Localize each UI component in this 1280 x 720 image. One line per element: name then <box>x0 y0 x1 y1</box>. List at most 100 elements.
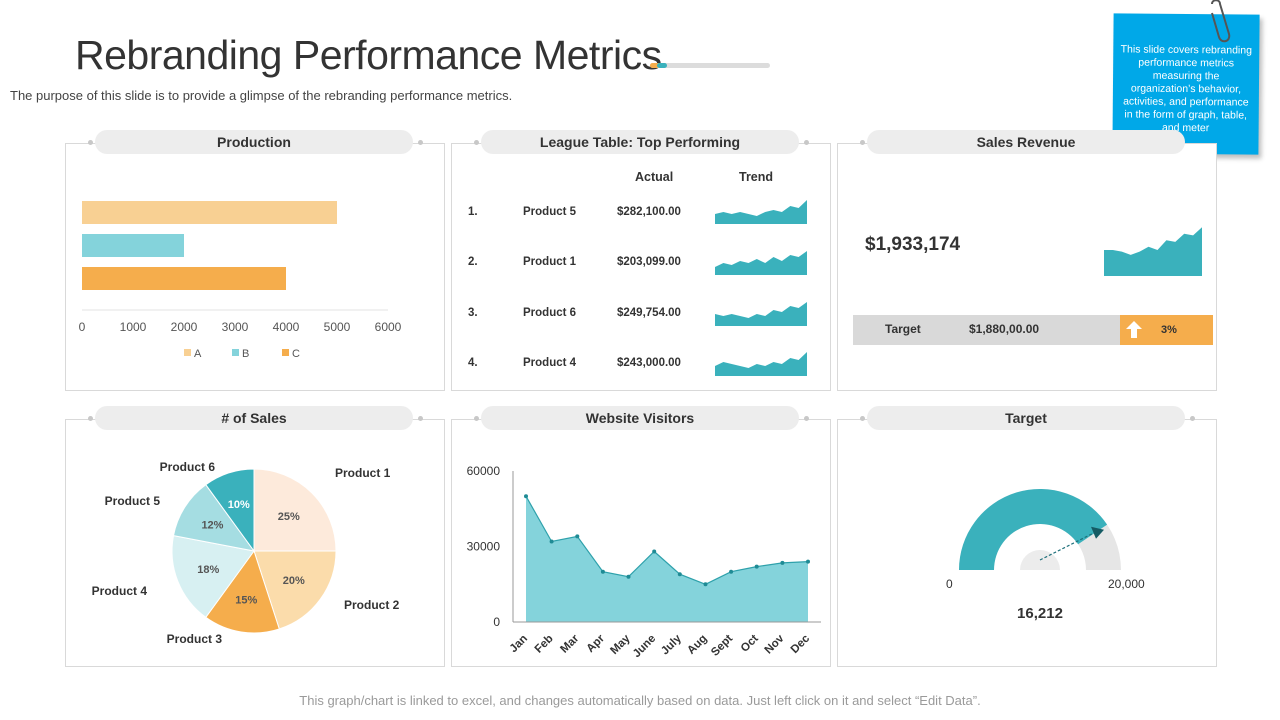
panel-dot <box>804 416 809 421</box>
target-label: Target <box>885 322 921 336</box>
slice-value-label: 20% <box>283 575 305 587</box>
slice-value-label: 25% <box>278 511 300 523</box>
panel-dot <box>418 140 423 145</box>
data-point <box>703 582 708 587</box>
x-tick-label: Feb <box>533 633 556 656</box>
panel-dot <box>88 140 93 145</box>
x-tick-label: June <box>631 633 658 660</box>
pie-slice <box>253 468 337 552</box>
production-title: Production <box>95 130 413 154</box>
bar-B <box>82 234 184 257</box>
rank: 4. <box>468 357 478 369</box>
x-tick-label: Apr <box>585 632 608 655</box>
x-tick-label: May <box>608 632 633 657</box>
x-tick-label: Aug <box>685 633 709 657</box>
x-tick-label: Dec <box>789 632 813 656</box>
league-table-title: League Table: Top Performing <box>481 130 799 154</box>
legend-swatch <box>232 349 239 356</box>
slice-category-label: Product 6 <box>160 460 216 474</box>
x-tick-label: 6000 <box>375 320 402 334</box>
x-tick-label: Nov <box>763 632 787 656</box>
target-value: $1,880,00.00 <box>969 322 1040 336</box>
paperclip-icon <box>1211 0 1231 43</box>
gauge-min-label: 0 <box>946 577 953 591</box>
gauge-max-label: 20,000 <box>1108 577 1145 591</box>
x-tick-label: 4000 <box>273 320 300 334</box>
data-point <box>524 494 528 499</box>
page-subtitle: The purpose of this slide is to provide … <box>10 88 513 103</box>
visitors-line <box>525 495 809 585</box>
actual-value: $243,000.00 <box>617 357 681 369</box>
y-tick-label: 30000 <box>467 540 501 554</box>
revenue-sparkline <box>1104 227 1202 276</box>
gauge-value: 16,212 <box>1017 605 1063 622</box>
data-point <box>780 560 785 565</box>
pie-slice <box>253 550 337 630</box>
target-bar <box>853 315 1120 345</box>
x-tick-label: 5000 <box>324 320 351 334</box>
gauge-needle-tip <box>1091 526 1104 539</box>
gauge-needle <box>1039 530 1099 561</box>
slice-value-label: 18% <box>197 564 219 576</box>
data-point <box>626 574 631 579</box>
x-tick-label: 2000 <box>171 320 198 334</box>
legend-label: B <box>242 348 249 360</box>
y-tick-label: 0 <box>493 615 500 629</box>
panel-dot <box>860 416 865 421</box>
trend-sparkline <box>715 251 807 275</box>
pie-slice <box>205 549 280 634</box>
sparkline-area <box>715 302 807 326</box>
rank: 3. <box>468 307 478 319</box>
website-visitors-title: Website Visitors <box>481 406 799 430</box>
panel-dot <box>804 140 809 145</box>
target-panel <box>837 419 1217 667</box>
pie-slice <box>171 535 255 618</box>
x-tick-label: 0 <box>79 320 86 334</box>
legend-swatch <box>282 349 289 356</box>
arrow-up-icon <box>1126 321 1142 338</box>
actual-value: $203,099.00 <box>617 256 681 268</box>
bar-A <box>82 201 337 224</box>
x-tick-label: Jan <box>508 633 531 656</box>
pie-chart[interactable]: 25% Product 1 20% Product 2 15% Product 3 18% P… <box>65 419 445 667</box>
slice-value-label: 12% <box>201 520 223 532</box>
revenue-sparkline-area <box>1104 227 1202 276</box>
product-name: Product 6 <box>523 307 577 319</box>
x-tick-label: 3000 <box>222 320 249 334</box>
bar-C <box>82 267 286 290</box>
visitors-area <box>526 496 808 622</box>
column-header-actual: Actual <box>635 170 674 184</box>
panel-dot <box>88 416 93 421</box>
data-point <box>549 539 554 544</box>
legend-swatch <box>184 349 191 356</box>
sticky-note-text: This slide covers rebranding performance… <box>1120 43 1253 135</box>
page-title: Rebranding Performance Metrics <box>75 32 662 78</box>
legend-label: A <box>194 348 202 360</box>
sparkline-area <box>715 251 807 275</box>
product-name: Product 4 <box>523 357 577 369</box>
x-tick-label: 1000 <box>120 320 147 334</box>
column-header-trend: Trend <box>739 170 774 184</box>
slice-value-label: 15% <box>235 595 257 607</box>
data-point <box>600 569 605 574</box>
legend-label: C <box>292 348 300 360</box>
gauge-chart[interactable] <box>837 419 1217 667</box>
x-tick-label: Oct <box>739 633 761 655</box>
title-accent-bar <box>650 63 770 68</box>
rank: 1. <box>468 206 478 218</box>
revenue-amount: $1,933,174 <box>865 234 961 255</box>
production-chart[interactable]: 0 1000 2000 3000 4000 5000 6000 A B C <box>65 143 445 391</box>
change-percent: 3% <box>1161 324 1177 336</box>
panel-dot <box>474 416 479 421</box>
sales-revenue-title: Sales Revenue <box>867 130 1185 154</box>
data-point <box>575 534 580 539</box>
panel-dot <box>474 140 479 145</box>
y-tick-label: 60000 <box>467 464 501 478</box>
num-sales-title: # of Sales <box>95 406 413 430</box>
data-point <box>652 549 657 554</box>
data-point <box>677 572 682 577</box>
footer-note: This graph/chart is linked to excel, and… <box>299 693 981 708</box>
x-tick-label: July <box>659 632 684 657</box>
pie-slice <box>205 468 255 553</box>
